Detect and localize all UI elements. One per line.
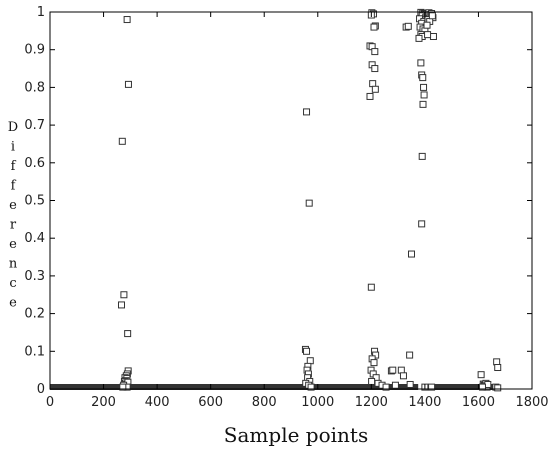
data-point-2 — [118, 137, 126, 145]
data-point-98 — [419, 100, 427, 108]
data-point-80 — [415, 34, 423, 42]
data-point-91 — [429, 33, 437, 41]
data-point-31 — [307, 383, 315, 391]
y-tick-label: 0.3 — [24, 269, 45, 284]
data-point-96 — [420, 83, 428, 91]
data-point-66 — [406, 380, 414, 388]
x-tick-label: 1400 — [408, 395, 441, 410]
data-point-59 — [391, 381, 399, 389]
data-point-36 — [370, 23, 378, 31]
data-point-5 — [124, 330, 132, 338]
data-point-1 — [124, 80, 132, 88]
y-tick-label: 0.7 — [24, 118, 45, 133]
x-tick-label: 1000 — [301, 395, 334, 410]
x-axis-title: Sample points — [224, 423, 368, 447]
baseline-layer — [50, 384, 495, 390]
data-point-93 — [417, 59, 425, 67]
baseline-run-1 — [434, 384, 495, 390]
data-point-3 — [120, 291, 128, 299]
x-tick-label: 600 — [198, 395, 223, 410]
data-point-53 — [368, 377, 376, 385]
data-point-63 — [404, 22, 412, 30]
data-point-99 — [418, 152, 426, 160]
y-axis-title-letter: n — [9, 257, 18, 272]
data-point-112 — [494, 364, 502, 372]
y-axis-title-letter: r — [10, 218, 17, 233]
data-point-97 — [420, 91, 428, 99]
data-point-101 — [428, 383, 436, 391]
x-tick-label: 800 — [252, 395, 277, 410]
y-axis-title-letter: e — [9, 237, 17, 252]
data-point-95 — [419, 74, 427, 82]
data-point-89 — [428, 12, 436, 20]
data-point-42 — [369, 80, 377, 88]
data-point-114 — [494, 384, 502, 392]
data-point-111 — [493, 358, 501, 366]
data-point-41 — [371, 65, 379, 73]
data-point-92 — [424, 31, 432, 39]
data-point-65 — [406, 351, 414, 359]
data-point-0 — [123, 16, 131, 24]
y-tick-label: 0.1 — [24, 344, 45, 359]
data-point-64 — [408, 250, 415, 258]
data-point-22 — [303, 347, 311, 355]
data-point-18 — [119, 383, 127, 391]
data-point-60 — [397, 366, 405, 374]
y-axis-title-letter: c — [9, 276, 16, 291]
x-tick-label: 1600 — [462, 395, 495, 410]
y-tick-label: 0.4 — [24, 231, 45, 246]
data-point-110 — [478, 383, 486, 391]
baseline-run-0 — [50, 384, 419, 390]
y-axis-title-letter: e — [9, 296, 17, 311]
data-point-43 — [371, 85, 379, 93]
y-axis-title-letter: i — [11, 140, 15, 155]
ticks-layer: 0 200 400 600 800 1000 1200 1400 1600 1800 0 0.1 0.2… — [24, 5, 548, 410]
data-point-103 — [477, 371, 485, 379]
y-tick-label: 0.8 — [24, 80, 45, 95]
y-tick-label: 0.2 — [24, 307, 45, 322]
data-point-44 — [366, 92, 374, 100]
data-point-58 — [389, 366, 397, 374]
y-tick-label: 1 — [37, 5, 45, 20]
y-tick-label: 0.9 — [24, 43, 45, 58]
y-tick-label: 0.5 — [24, 194, 45, 209]
x-tick-label: 1200 — [355, 395, 388, 410]
y-tick-label: 0.6 — [24, 156, 45, 171]
plot-area — [50, 12, 532, 389]
data-point-90 — [423, 21, 431, 29]
y-tick-label: 0 — [37, 382, 45, 397]
x-tick-label: 200 — [91, 395, 116, 410]
y-axis-title-letter: f — [11, 179, 17, 194]
data-point-4 — [117, 301, 125, 309]
data-point-49 — [370, 359, 378, 367]
data-point-39 — [371, 48, 379, 56]
x-tick-label: 1800 — [515, 395, 548, 410]
data-point-20 — [305, 199, 313, 207]
y-axis-title-letter: f — [11, 159, 17, 174]
data-point-61 — [399, 372, 407, 380]
data-point-100 — [418, 220, 426, 228]
data-point-23 — [306, 357, 314, 365]
data-point-56 — [382, 383, 390, 391]
x-tick-label: 400 — [145, 395, 170, 410]
x-tick-label: 0 — [46, 395, 54, 410]
y-axis-title-letter: e — [9, 198, 17, 213]
y-axis-title-letter: D — [8, 120, 18, 135]
data-point-19 — [303, 108, 311, 116]
data-point-45 — [367, 283, 375, 291]
